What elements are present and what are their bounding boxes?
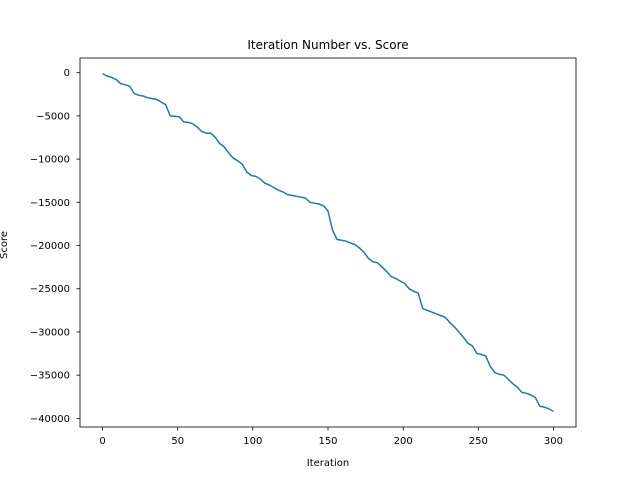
series-line-1 [102,72,554,413]
y-tick-label: 0 [64,68,70,79]
x-tick-label: 100 [243,436,262,447]
y-tick-label: −20000 [30,241,70,252]
x-axis: 0 50 100 150 200 250 300 [99,427,563,447]
x-tick-label: 150 [318,436,337,447]
y-axis: 0 −5000 −10000 −15000 −20000 −25000 −30000 −350… [30,68,80,425]
plot-frame [79,57,577,428]
series-layer [102,72,554,413]
y-tick-label: −15000 [30,198,70,209]
y-tick-label: −5000 [36,111,70,122]
x-tick-label: 250 [469,436,488,447]
y-tick-label: −30000 [30,327,70,338]
x-tick-label: 300 [544,436,563,447]
plot-area [79,57,577,428]
y-tick-label: −40000 [30,414,70,425]
y-axis-label: Score [0,231,10,259]
y-tick-label: −35000 [30,371,70,382]
x-tick-label: 200 [394,436,413,447]
chart-title: Iteration Number vs. Score [247,38,408,52]
y-tick-label: −10000 [30,155,70,166]
x-axis-label: Iteration [307,458,349,469]
y-tick-label: −25000 [30,284,70,295]
x-tick-label: 50 [171,436,184,447]
x-tick-label: 0 [99,436,105,447]
